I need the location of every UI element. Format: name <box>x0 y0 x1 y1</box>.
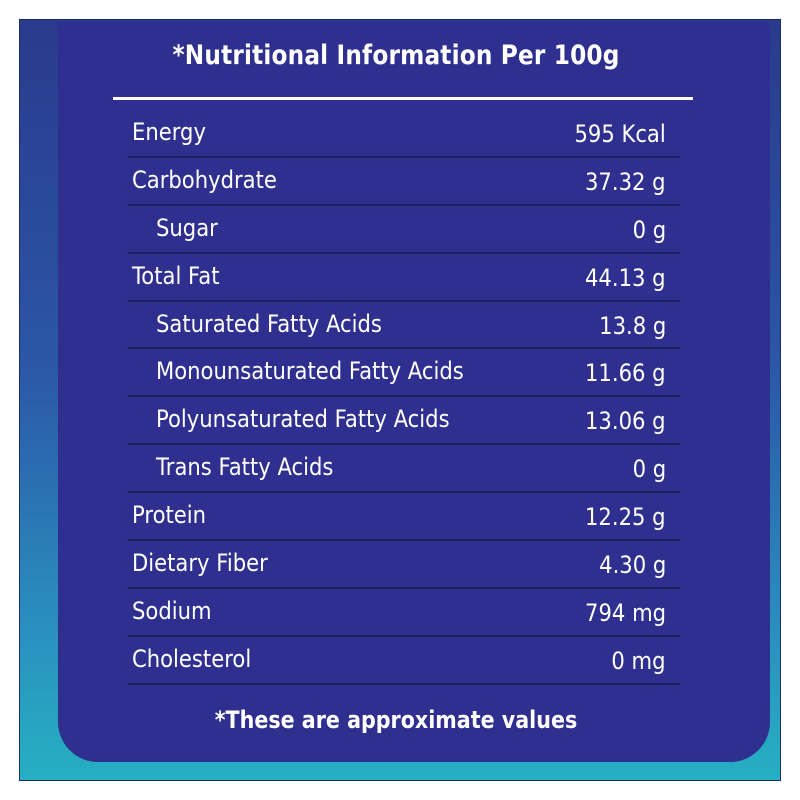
nutrient-label: Cholesterol <box>132 644 252 673</box>
nutrient-value: 44.13 g <box>585 263 666 292</box>
nutrient-row-carbohydrate: Carbohydrate 37.32 g <box>128 158 680 206</box>
nutrient-label: Total Fat <box>132 261 220 290</box>
nutrient-value: 13.8 g <box>598 311 666 340</box>
nutrient-value: 595 Kcal <box>574 120 666 148</box>
nutrient-label: Dietary Fiber <box>132 549 268 578</box>
nutrient-value: 4.30 g <box>598 551 666 580</box>
nutrient-value: 794 mg <box>584 598 666 627</box>
nutrient-value: 0 mg <box>611 646 666 675</box>
title-divider <box>113 97 693 100</box>
nutrition-panel <box>58 22 770 762</box>
nutrient-label: Polyunsaturated Fatty Acids <box>156 405 450 434</box>
nutrient-row-total-fat: Total Fat 44.13 g <box>128 254 680 302</box>
nutrient-label: Sodium <box>132 596 212 625</box>
nutrient-row-sodium: Sodium 794 mg <box>128 589 680 637</box>
nutrient-value: 0 g <box>632 455 666 484</box>
nutrient-row-dietary-fiber: Dietary Fiber 4.30 g <box>128 541 680 589</box>
nutrient-row-monounsaturated-fatty-acids: Monounsaturated Fatty Acids 11.66 g <box>128 349 680 398</box>
nutrient-label: Sugar <box>156 213 218 242</box>
nutrient-row-polyunsaturated-fatty-acids: Polyunsaturated Fatty Acids 13.06 g <box>128 397 680 446</box>
nutrient-label: Monounsaturated Fatty Acids <box>156 357 464 386</box>
nutrient-label: Trans Fatty Acids <box>156 453 334 482</box>
nutrient-row-cholesterol: Cholesterol 0 mg <box>128 637 680 685</box>
nutrition-label <box>19 19 781 781</box>
nutrient-label: Protein <box>132 501 207 530</box>
footnote: *These are approximate values <box>214 706 578 734</box>
nutrient-row-saturated-fatty-acids: Saturated Fatty Acids 13.8 g <box>128 302 680 350</box>
nutrient-row-sugar: Sugar 0 g <box>128 206 680 254</box>
nutrient-value: 11.66 g <box>585 359 666 388</box>
nutrient-label: Carbohydrate <box>132 165 277 194</box>
page-title: *Nutritional Information Per 100g <box>172 40 620 71</box>
nutrition-table: Energy 595 Kcal Carbohydrate 37.32 g Sug… <box>128 110 680 685</box>
nutrient-value: 13.06 g <box>585 407 666 436</box>
nutrient-row-energy: Energy 595 Kcal <box>128 110 680 158</box>
nutrient-value: 0 g <box>632 215 666 244</box>
nutrient-row-trans-fatty-acids: Trans Fatty Acids 0 g <box>128 445 680 494</box>
nutrient-value: 37.32 g <box>585 167 666 196</box>
nutrient-label: Energy <box>132 118 206 146</box>
nutrient-value: 12.25 g <box>585 503 666 532</box>
nutrient-row-protein: Protein 12.25 g <box>128 493 680 542</box>
nutrient-label: Saturated Fatty Acids <box>156 309 382 338</box>
